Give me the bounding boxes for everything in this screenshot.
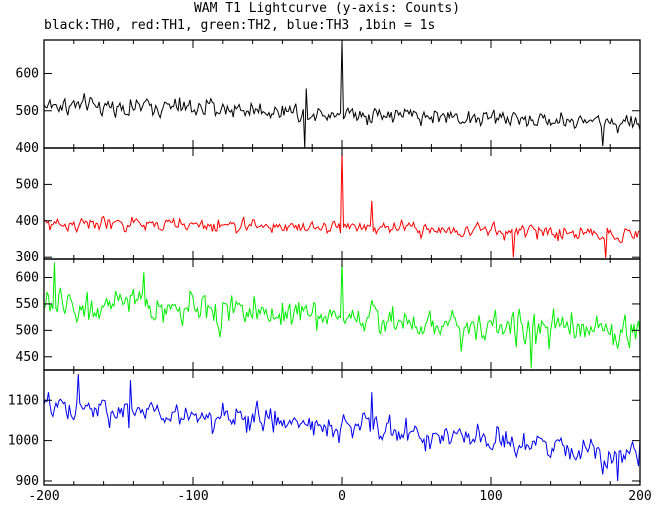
y-tick-label: 1100 [8, 393, 39, 408]
chart-subtitle: black:TH0, red:TH1, green:TH2, blue:TH3 … [44, 18, 436, 33]
y-tick-label: 500 [16, 104, 39, 119]
y-tick-label: 500 [16, 177, 39, 192]
x-tick-label: 0 [338, 489, 346, 504]
x-tick-label: -200 [28, 489, 59, 504]
series-th2-line [43, 261, 641, 369]
y-tick-label: 400 [16, 141, 39, 156]
y-tick-label: 450 [16, 350, 39, 365]
x-tick-label: -100 [177, 489, 208, 504]
panel-frame-th3 [43, 369, 641, 486]
y-tick-label: 400 [16, 214, 39, 229]
y-tick-label: 550 [16, 297, 39, 312]
y-tick-label: 1000 [8, 434, 39, 449]
x-tick-label: 100 [479, 489, 502, 504]
y-tick-label: 500 [16, 323, 39, 338]
series-th1-line [43, 149, 641, 258]
chart-title: WAM T1 Lightcurve (y-axis: Counts) [193, 1, 461, 16]
series-th3-line [43, 374, 641, 481]
y-tick-label: 600 [16, 271, 39, 286]
y-tick-label: 600 [16, 67, 39, 82]
y-tick-label: 300 [16, 250, 39, 265]
y-tick-label: 900 [16, 474, 39, 489]
x-tick-label: 200 [628, 489, 651, 504]
series-th0-line [43, 39, 641, 149]
